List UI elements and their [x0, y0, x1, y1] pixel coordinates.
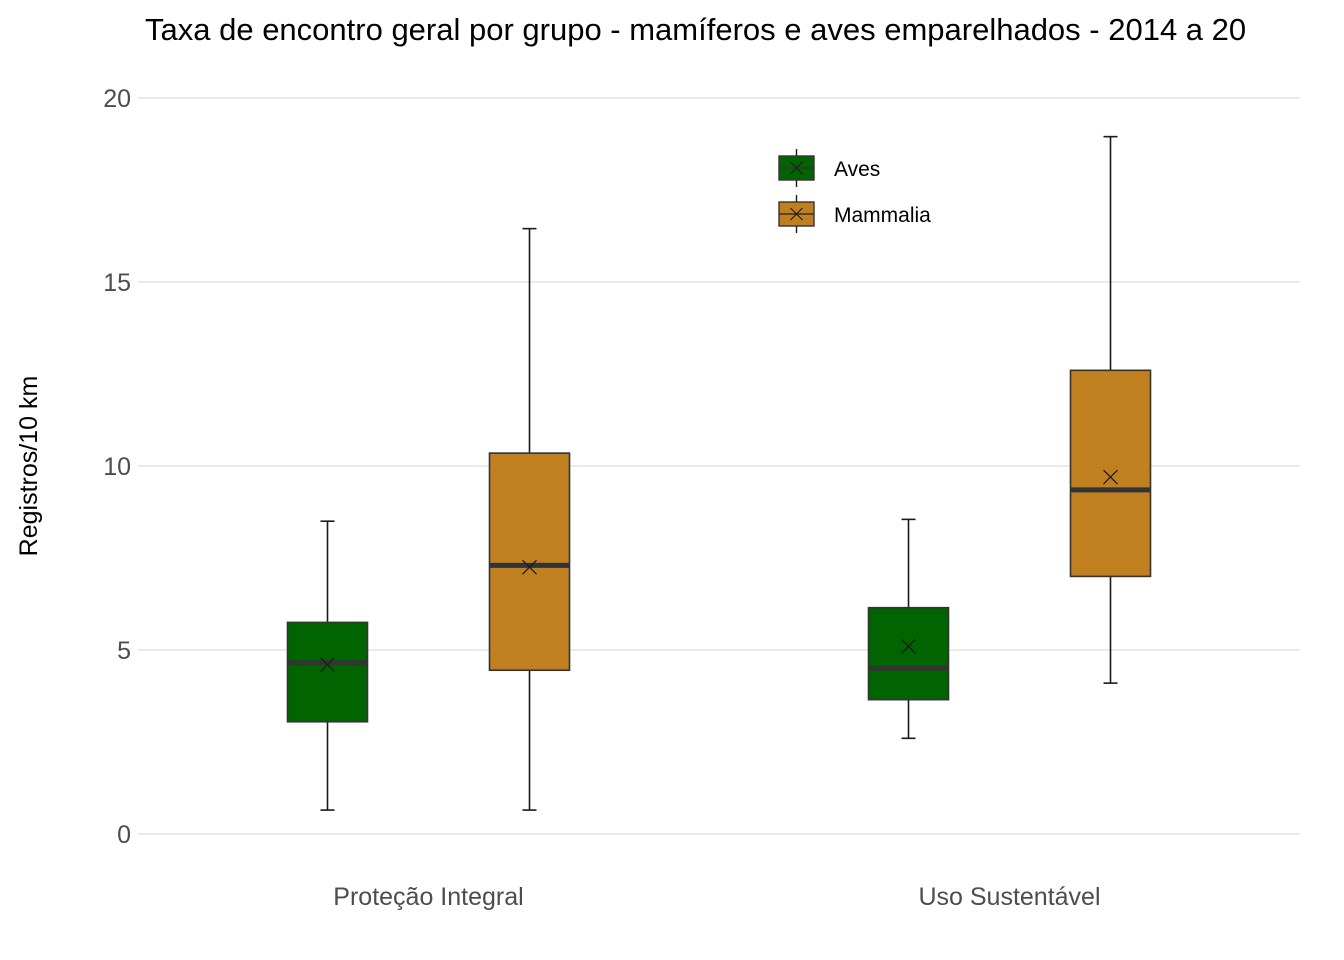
- mean-marker: [901, 638, 916, 654]
- box-body: [867, 606, 950, 701]
- legend: Aves Mammalia: [778, 149, 931, 233]
- x-tick-label-2: Uso Sustentável: [918, 883, 1100, 911]
- y-tick-label-20: 20: [103, 85, 131, 113]
- y-axis-ticks: 0 5 10 15 20: [103, 85, 131, 849]
- legend-item-aves: Aves: [778, 149, 880, 187]
- box-aves-1: [286, 520, 369, 811]
- box-body: [286, 621, 369, 723]
- mean-marker: [320, 657, 335, 673]
- legend-label: Mammalia: [834, 204, 931, 227]
- y-tick-label-15: 15: [103, 269, 131, 297]
- legend-label: Aves: [834, 158, 880, 181]
- legend-key-mean: [790, 161, 803, 175]
- y-tick-label-0: 0: [117, 821, 131, 849]
- y-tick-label-10: 10: [103, 453, 131, 481]
- y-tick-label-5: 5: [117, 637, 131, 665]
- y-axis-label: Registros/10 km: [15, 376, 43, 557]
- x-axis-ticks: Proteção Integral Uso Sustentável: [333, 883, 1100, 911]
- box-body: [1069, 369, 1152, 578]
- mean-marker: [522, 559, 537, 575]
- box-mammalia-2: [1069, 135, 1152, 684]
- box-body: [488, 452, 571, 672]
- box-aves-2: [867, 518, 950, 740]
- box-mammalia-1: [488, 227, 571, 811]
- box-groups: [286, 135, 1152, 811]
- chart-title: Taxa de encontro geral por grupo - mamíf…: [145, 12, 1246, 47]
- x-tick-label-1: Proteção Integral: [333, 883, 523, 911]
- mean-marker: [1103, 469, 1118, 485]
- legend-key-mean: [790, 207, 803, 221]
- legend-item-mammalia: Mammalia: [778, 195, 931, 233]
